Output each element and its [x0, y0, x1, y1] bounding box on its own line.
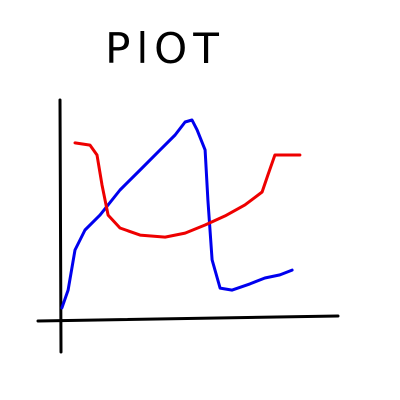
- chart-title: PlOT: [105, 24, 225, 73]
- y-axis: [58, 98, 63, 354]
- line: [73, 141, 302, 239]
- line: [60, 118, 294, 310]
- x-axis: [36, 314, 340, 323]
